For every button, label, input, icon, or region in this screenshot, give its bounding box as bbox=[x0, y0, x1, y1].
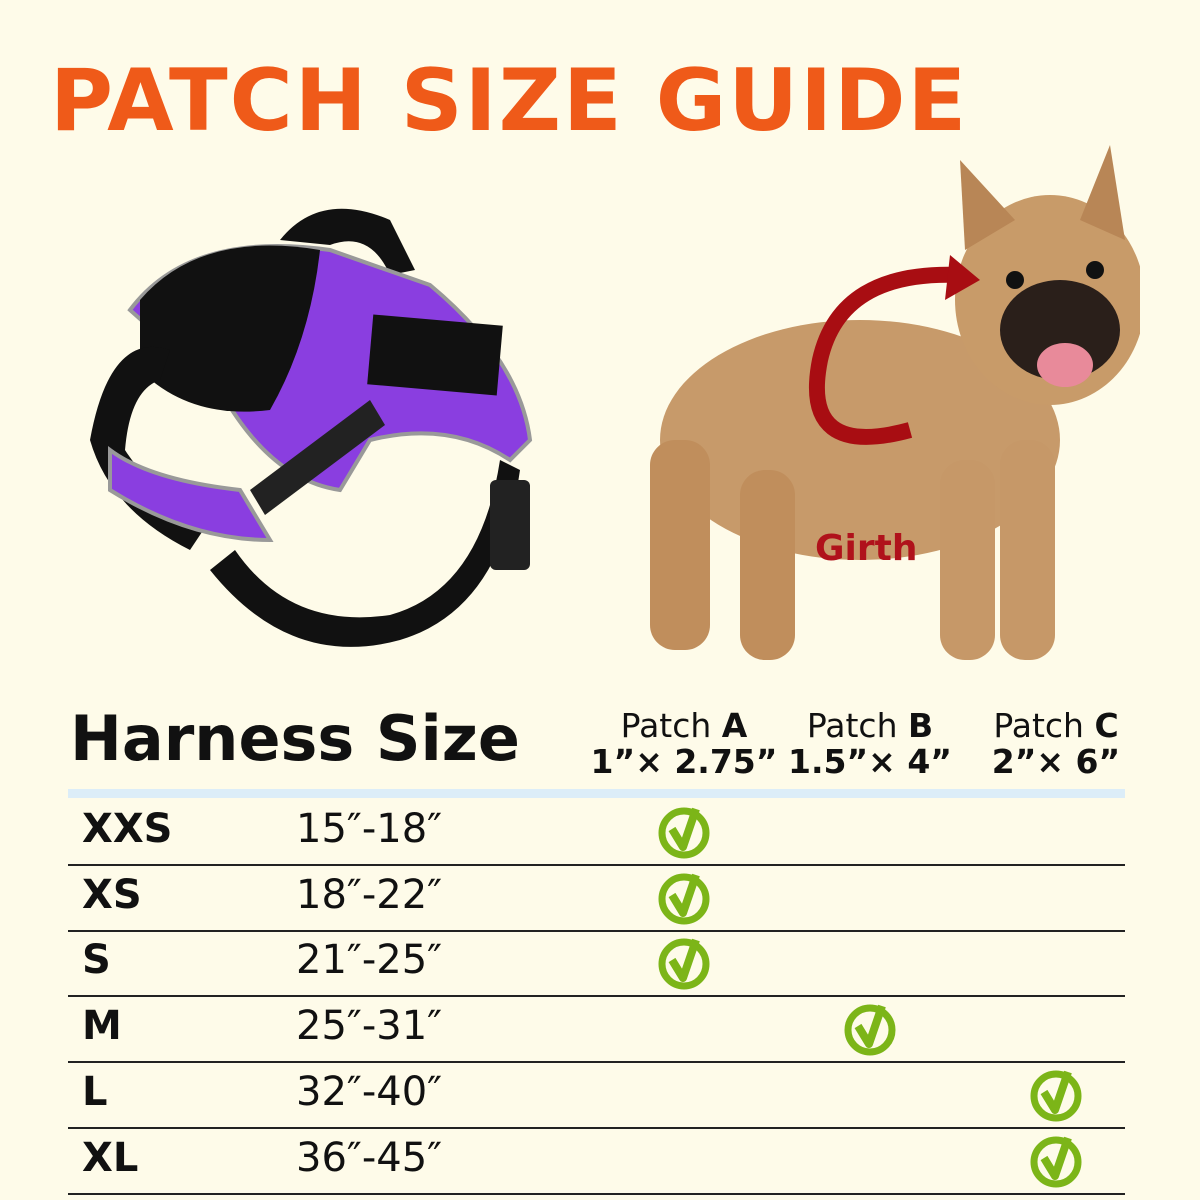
patch-dims: 1”× 2.75” bbox=[590, 742, 778, 782]
patch-letter: B bbox=[907, 706, 934, 745]
patch-b-header: Patch B 1.5”× 4” bbox=[770, 706, 970, 782]
check-circle-icon bbox=[1030, 1136, 1082, 1187]
girth-range: 32″-40″ bbox=[296, 1068, 443, 1115]
harness-image bbox=[90, 208, 533, 647]
harness-size-heading: Harness Size bbox=[70, 702, 520, 775]
patch-name: Patch bbox=[620, 706, 712, 745]
dog-image bbox=[650, 145, 1140, 660]
check-circle-icon bbox=[1030, 1070, 1082, 1122]
table-row: M 25″-31″ bbox=[68, 995, 1125, 1064]
check-circle-icon bbox=[844, 1004, 896, 1056]
patch-name: Patch bbox=[993, 706, 1084, 745]
size-label: S bbox=[82, 937, 111, 984]
table-row: XXS 15″-18″ bbox=[68, 798, 1125, 866]
girth-label: Girth bbox=[815, 528, 918, 569]
check-circle-icon bbox=[658, 873, 710, 925]
table-row: XS 18″-22″ bbox=[68, 864, 1125, 932]
page-title: PATCH SIZE GUIDE bbox=[50, 51, 969, 151]
girth-range: 36″-45″ bbox=[296, 1134, 443, 1181]
size-label: L bbox=[82, 1068, 108, 1115]
patch-letter: C bbox=[1094, 706, 1119, 745]
patch-c-header: Patch C 2”× 6” bbox=[956, 706, 1156, 782]
check-circle-icon bbox=[658, 807, 710, 859]
patch-dims: 1.5”× 4” bbox=[788, 742, 952, 782]
girth-range: 25″-31″ bbox=[296, 1003, 443, 1050]
girth-range: 18″-22″ bbox=[296, 871, 443, 918]
header-divider bbox=[68, 789, 1125, 798]
size-label: XL bbox=[82, 1134, 139, 1181]
table-row: L 32″-40″ bbox=[68, 1061, 1125, 1129]
girth-range: 21″-25″ bbox=[296, 937, 443, 984]
size-label: M bbox=[82, 1003, 122, 1050]
table-row: S 21″-25″ bbox=[68, 929, 1125, 998]
check-circle-icon bbox=[658, 938, 710, 990]
girth-range: 15″-18″ bbox=[296, 806, 443, 852]
patch-a-header: Patch A 1”× 2.75” bbox=[584, 706, 784, 782]
table-row: XL 36″-45″ bbox=[68, 1127, 1125, 1195]
size-label: XXS bbox=[82, 806, 173, 852]
patch-name: Patch bbox=[806, 706, 898, 745]
patch-letter: A bbox=[721, 706, 748, 745]
patch-dims: 2”× 6” bbox=[991, 742, 1121, 782]
size-label: XS bbox=[82, 871, 142, 918]
